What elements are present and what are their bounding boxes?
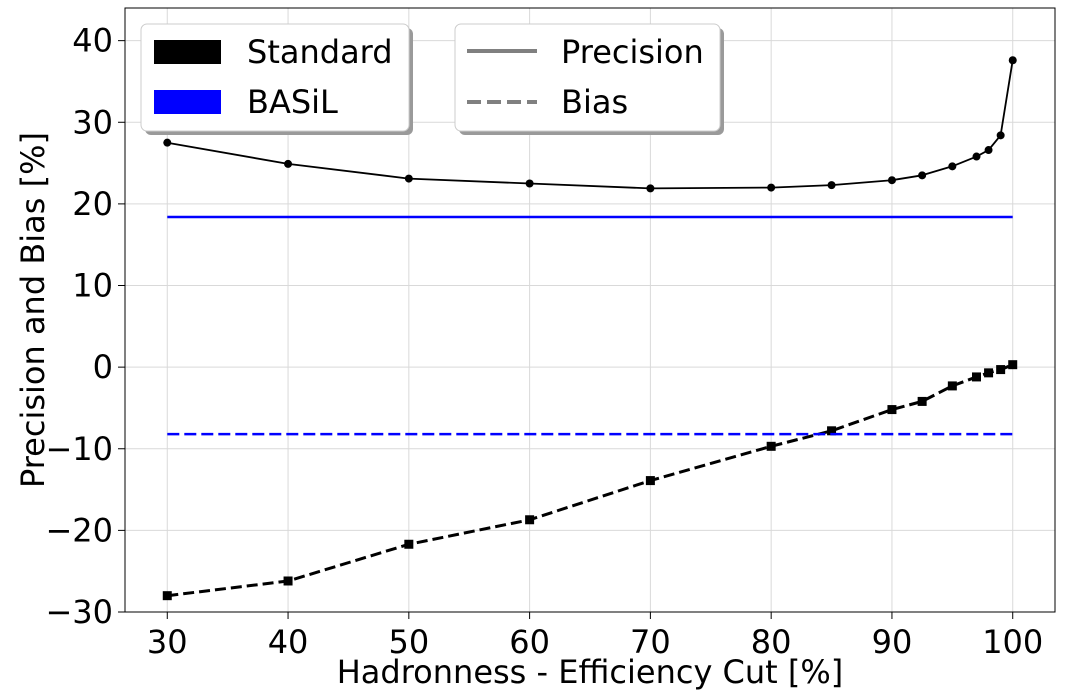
data-point-standard-bias: [525, 515, 535, 525]
data-point-standard-precision: [646, 184, 655, 193]
legend-styles: Precision Bias: [454, 23, 724, 135]
legend-swatch-standard: [154, 40, 221, 64]
y-tick-label: −20: [45, 511, 113, 549]
data-point-standard-bias: [645, 476, 655, 486]
data-point-standard-bias: [766, 441, 776, 451]
plot-series: [162, 56, 1018, 601]
data-point-standard-precision: [972, 152, 981, 161]
legend-label-bias: Bias: [561, 83, 628, 121]
x-tick-label: 100: [982, 623, 1043, 661]
data-point-standard-bias: [1008, 360, 1018, 370]
y-tick-label: 10: [72, 267, 113, 305]
y-tick-label: −10: [45, 430, 113, 468]
x-tick-label: 30: [147, 623, 188, 661]
legend-label-basil: BASiL: [247, 83, 338, 121]
data-point-standard-precision: [918, 171, 927, 180]
y-tick-label: 20: [72, 185, 113, 223]
data-point-standard-precision: [284, 159, 293, 168]
legend-methods: Standard BASiL: [140, 23, 413, 135]
y-tick-label: 40: [72, 22, 113, 60]
legend-label-standard: Standard: [247, 33, 393, 71]
data-point-standard-bias: [971, 372, 981, 382]
data-point-standard-precision: [827, 181, 836, 190]
x-tick-label: 80: [751, 623, 792, 661]
x-axis-ticks: 30 40 50 60 70 80 90 100: [147, 612, 1043, 661]
x-tick-label: 70: [630, 623, 671, 661]
data-point-standard-bias: [996, 365, 1006, 375]
data-point-standard-precision: [404, 174, 413, 183]
data-point-standard-bias: [984, 368, 994, 378]
data-point-standard-bias: [827, 426, 837, 436]
x-tick-label: 40: [268, 623, 309, 661]
x-axis-label: Hadronness - Efficiency Cut [%]: [337, 653, 844, 691]
plot-frame: [124, 7, 1056, 613]
data-point-standard-bias: [947, 381, 957, 391]
x-tick-label: 90: [872, 623, 913, 661]
data-point-standard-precision: [984, 146, 993, 155]
legend-swatch-basil: [154, 90, 221, 114]
data-point-standard-bias: [162, 591, 172, 601]
legend-label-precision: Precision: [561, 33, 704, 71]
data-point-standard-precision: [1008, 56, 1017, 65]
data-point-standard-precision: [767, 183, 776, 192]
y-axis-ticks: −30 −20 −10 0 10 20 30 40: [45, 22, 125, 631]
data-point-standard-precision: [996, 131, 1005, 140]
data-point-standard-precision: [887, 176, 896, 185]
y-tick-label: −30: [45, 593, 113, 631]
data-point-standard-bias: [887, 405, 897, 415]
x-tick-label: 60: [509, 623, 550, 661]
x-tick-label: 50: [388, 623, 429, 661]
y-tick-label: 0: [93, 348, 113, 386]
y-tick-label: 30: [72, 103, 113, 141]
y-axis-label: Precision and Bias [%]: [14, 132, 52, 488]
data-point-standard-precision: [163, 138, 172, 147]
data-point-standard-bias: [283, 576, 293, 586]
data-point-standard-precision: [948, 162, 957, 171]
data-point-standard-precision: [525, 179, 534, 188]
data-point-standard-bias: [917, 396, 927, 406]
data-point-standard-bias: [404, 539, 414, 549]
